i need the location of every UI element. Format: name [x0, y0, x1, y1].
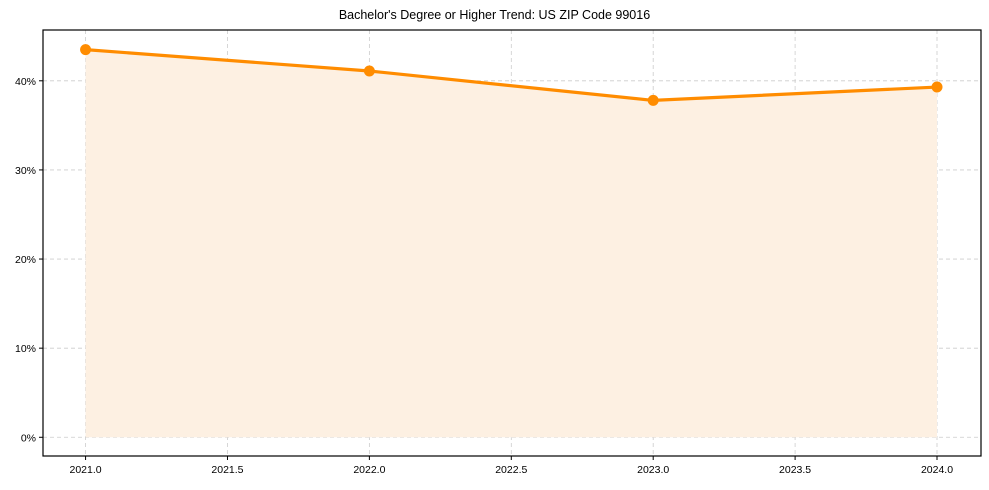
- y-tick-label: 20%: [15, 254, 36, 266]
- area-fill: [85, 49, 938, 438]
- x-tick-label: 2024.0: [921, 464, 953, 476]
- data-markers: [80, 44, 943, 106]
- x-tick-label: 2023.5: [779, 464, 811, 476]
- data-point-marker: [80, 44, 92, 56]
- data-point-marker: [931, 81, 943, 93]
- y-tick-label: 40%: [15, 76, 36, 88]
- x-tick-label: 2022.5: [495, 464, 527, 476]
- chart-title: Bachelor's Degree or Higher Trend: US ZI…: [338, 8, 651, 22]
- trend-line: [85, 48, 938, 103]
- y-axis-ticks: 0% 10% 20% 30% 40%: [15, 76, 43, 444]
- x-axis-ticks: 2021.0 2021.5 2022.0 2022.5 2023.0 2023.5 2024…: [70, 456, 953, 476]
- plot-frame: [42, 29, 982, 457]
- x-tick-label: 2021.0: [70, 464, 102, 476]
- data-point-marker: [363, 65, 375, 77]
- y-tick-label: 30%: [15, 165, 36, 177]
- x-tick-label: 2022.0: [353, 464, 385, 476]
- x-tick-label: 2021.5: [211, 464, 243, 476]
- y-tick-label: 10%: [15, 343, 36, 355]
- y-tick-label: 0%: [21, 432, 36, 444]
- x-tick-label: 2023.0: [637, 464, 669, 476]
- data-point-marker: [647, 94, 659, 106]
